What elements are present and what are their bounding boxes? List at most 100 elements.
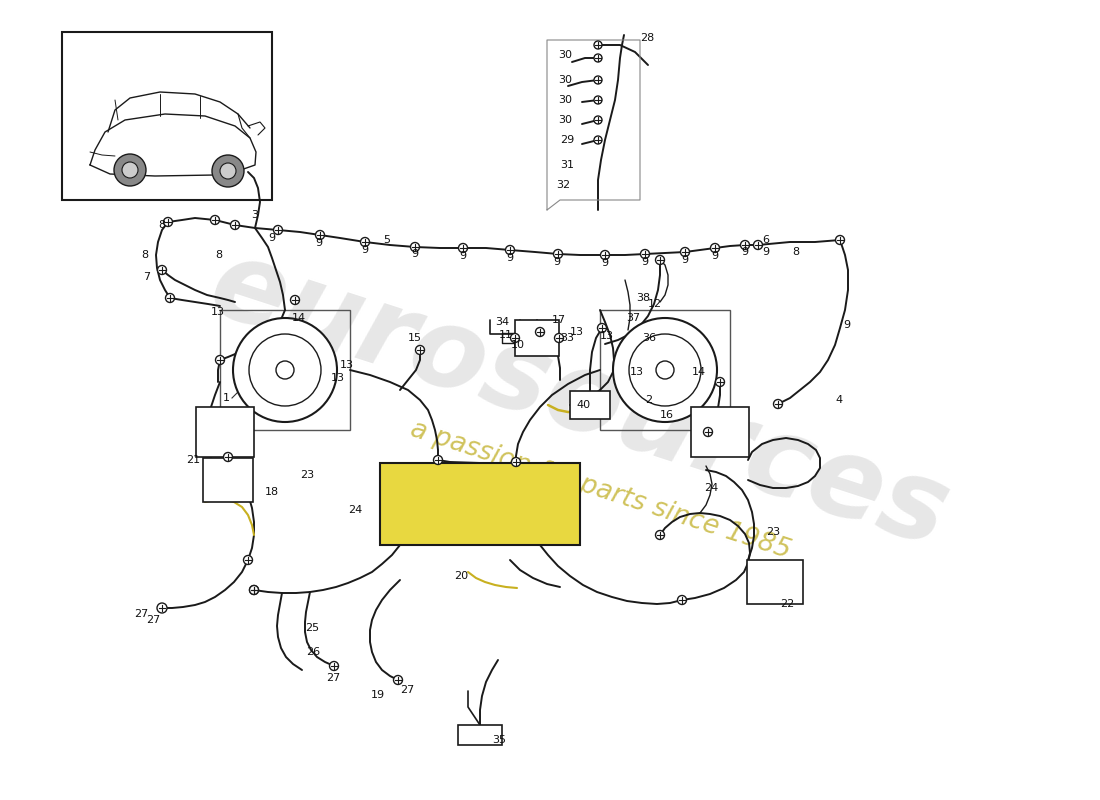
Text: 37: 37 — [626, 313, 640, 323]
Circle shape — [276, 361, 294, 379]
Text: 30: 30 — [558, 115, 572, 125]
Text: 13: 13 — [570, 327, 584, 337]
Circle shape — [594, 96, 602, 104]
Text: 28: 28 — [640, 33, 654, 43]
Text: 9: 9 — [762, 247, 769, 257]
Circle shape — [394, 675, 403, 685]
Circle shape — [506, 246, 515, 254]
Text: 2: 2 — [645, 395, 652, 405]
Text: 21: 21 — [186, 455, 200, 465]
Text: 11: 11 — [499, 330, 513, 340]
Circle shape — [510, 334, 519, 342]
Circle shape — [594, 76, 602, 84]
Circle shape — [122, 162, 138, 178]
Text: 16: 16 — [660, 410, 674, 420]
Text: 20: 20 — [454, 571, 467, 581]
Circle shape — [704, 427, 713, 437]
Circle shape — [629, 334, 701, 406]
Circle shape — [836, 235, 845, 245]
Text: 8: 8 — [141, 250, 149, 260]
Circle shape — [536, 327, 544, 337]
Text: 8: 8 — [792, 247, 799, 257]
Circle shape — [157, 266, 166, 274]
Bar — [379, 463, 580, 545]
Bar — [62, 32, 272, 200]
Text: 14: 14 — [692, 367, 706, 377]
Bar — [196, 407, 254, 457]
Text: 35: 35 — [492, 735, 506, 745]
Bar — [220, 310, 350, 430]
Circle shape — [157, 603, 167, 613]
Text: 9: 9 — [506, 253, 513, 263]
Text: 9: 9 — [741, 247, 748, 257]
Circle shape — [231, 221, 240, 230]
Text: 9: 9 — [459, 251, 466, 261]
Text: 30: 30 — [558, 50, 572, 60]
Circle shape — [681, 247, 690, 257]
Text: 13: 13 — [600, 331, 614, 341]
Circle shape — [410, 242, 419, 251]
Text: 13: 13 — [331, 373, 345, 383]
Bar — [204, 458, 253, 502]
Circle shape — [165, 294, 175, 302]
Text: 9: 9 — [601, 258, 608, 268]
Bar — [570, 391, 611, 419]
Circle shape — [640, 250, 649, 258]
Circle shape — [656, 530, 664, 539]
Circle shape — [243, 555, 253, 565]
Circle shape — [210, 215, 220, 225]
Text: 13: 13 — [211, 307, 226, 317]
Circle shape — [459, 243, 468, 253]
Text: 9: 9 — [553, 257, 560, 267]
Text: 27: 27 — [145, 615, 160, 625]
Circle shape — [114, 154, 146, 186]
Bar — [515, 320, 559, 356]
Bar — [747, 560, 803, 604]
Bar — [458, 725, 502, 745]
Circle shape — [656, 361, 674, 379]
Text: 5: 5 — [383, 235, 390, 245]
Circle shape — [594, 41, 602, 49]
Text: 27: 27 — [326, 673, 340, 683]
Circle shape — [223, 453, 232, 462]
Circle shape — [613, 318, 717, 422]
Text: 3: 3 — [251, 210, 258, 220]
Text: 9: 9 — [361, 245, 368, 255]
Text: 26: 26 — [306, 647, 320, 657]
Circle shape — [361, 238, 370, 246]
Text: 14: 14 — [292, 313, 306, 323]
Text: 6: 6 — [762, 235, 769, 245]
Text: 23: 23 — [300, 470, 313, 480]
Text: 23: 23 — [766, 527, 780, 537]
Circle shape — [416, 346, 425, 354]
Text: a passion for parts since 1985: a passion for parts since 1985 — [407, 416, 793, 564]
Circle shape — [773, 399, 782, 409]
Text: 40: 40 — [576, 400, 590, 410]
Text: 9: 9 — [711, 251, 718, 261]
Circle shape — [715, 378, 725, 386]
Text: 25: 25 — [305, 623, 319, 633]
Circle shape — [274, 226, 283, 234]
Circle shape — [594, 54, 602, 62]
Text: 1: 1 — [223, 393, 230, 403]
Circle shape — [330, 662, 339, 670]
Circle shape — [233, 318, 337, 422]
Text: 10: 10 — [512, 340, 525, 350]
Circle shape — [754, 241, 762, 250]
Text: 30: 30 — [558, 95, 572, 105]
Circle shape — [594, 116, 602, 124]
Text: 19: 19 — [371, 690, 385, 700]
Circle shape — [740, 241, 749, 250]
Text: 15: 15 — [408, 333, 422, 343]
Text: 27: 27 — [400, 685, 415, 695]
Circle shape — [601, 250, 609, 259]
Text: 9: 9 — [411, 249, 418, 259]
Text: 9: 9 — [843, 320, 850, 330]
Text: 31: 31 — [560, 160, 574, 170]
Text: 12: 12 — [648, 299, 662, 309]
Bar — [600, 310, 730, 430]
Text: 9: 9 — [268, 233, 275, 243]
Text: eurosources: eurosources — [198, 230, 963, 570]
Text: 4: 4 — [835, 395, 843, 405]
Text: 34: 34 — [495, 317, 509, 327]
